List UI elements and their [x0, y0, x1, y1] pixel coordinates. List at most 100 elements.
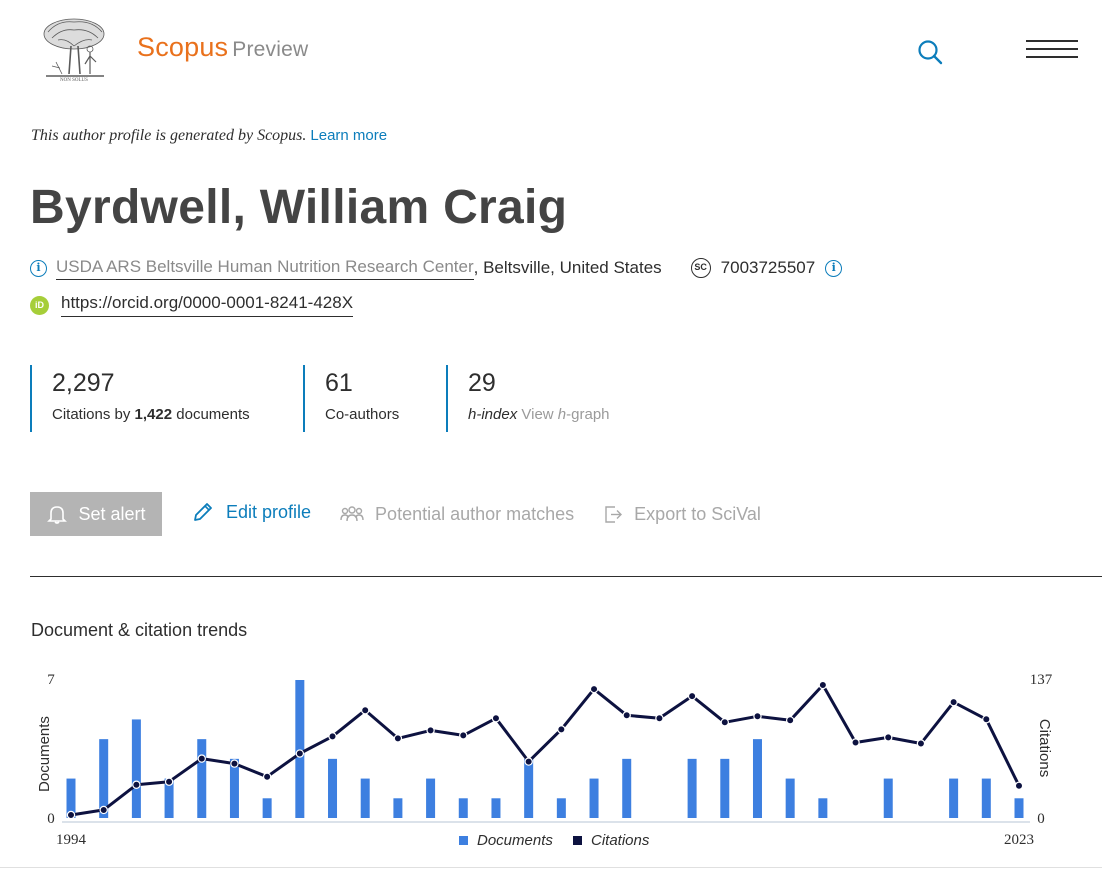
citations-point-2009[interactable]	[557, 725, 566, 734]
info-icon[interactable]: i	[30, 259, 47, 277]
documents-bar-2008[interactable]	[524, 758, 534, 818]
citations-point-1994[interactable]	[66, 810, 76, 820]
citations-point-2010[interactable]	[589, 684, 599, 694]
documents-bar-2011[interactable]	[622, 758, 632, 818]
pencil-icon	[194, 503, 212, 521]
documents-bar-2014[interactable]	[720, 758, 730, 818]
orcid-link[interactable]: https://orcid.org/0000-0001-8241-428X	[61, 293, 354, 317]
citations-point-2002[interactable]	[328, 732, 337, 741]
citations-point-2004[interactable]	[393, 734, 403, 743]
citations-point-2006[interactable]	[459, 731, 468, 740]
citations-point-2005[interactable]	[426, 726, 435, 735]
hamburger-menu-icon	[1026, 40, 1078, 42]
citations-metric[interactable]: 2,297 Citations by 1,422 documents	[30, 365, 303, 432]
documents-bar-1995[interactable]	[99, 739, 109, 818]
documents-bar-2013[interactable]	[687, 758, 697, 818]
affiliation-row: i USDA ARS Beltsville Human Nutrition Re…	[30, 254, 851, 282]
citations-point-1996[interactable]	[132, 780, 141, 789]
citations-legend-label: Citations	[591, 832, 650, 849]
hindex-label: h-index View h-graph	[468, 406, 610, 423]
documents-bar-2019[interactable]	[883, 778, 893, 818]
coauthors-metric[interactable]: 61 Co-authors	[303, 365, 446, 432]
citations-point-2017[interactable]	[818, 680, 828, 690]
citations-point-2001[interactable]	[295, 749, 305, 758]
citations-point-2016[interactable]	[785, 716, 795, 725]
citations-point-2011[interactable]	[622, 711, 631, 720]
set-alert-button[interactable]: Set alert	[30, 492, 162, 536]
documents-bar-1997[interactable]	[164, 778, 174, 818]
export-to-scival-button[interactable]: Export to SciVal	[603, 503, 761, 525]
documents-bar-1996[interactable]	[131, 719, 141, 818]
documents-bar-2010[interactable]	[589, 778, 599, 818]
citations-point-1999[interactable]	[230, 759, 239, 768]
potential-author-matches-button[interactable]: Potential author matches	[340, 504, 574, 525]
orcid-icon: iD	[30, 295, 49, 315]
app-header: NON SOLUS Scopus Preview	[0, 0, 1102, 100]
documents-bar-2017[interactable]	[818, 798, 828, 818]
edit-profile-button[interactable]: Edit profile	[191, 500, 311, 524]
citations-point-2015[interactable]	[753, 712, 762, 721]
citations-point-2007[interactable]	[491, 714, 501, 723]
documents-bar-2003[interactable]	[360, 778, 370, 818]
documents-bar-1998[interactable]	[197, 739, 207, 818]
citations-point-2018[interactable]	[851, 738, 860, 747]
citations-line	[70, 683, 1021, 817]
x-axis-start-label: 1994	[56, 832, 87, 848]
citations-point-2022[interactable]	[982, 715, 991, 724]
coauthors-label: Co-authors	[325, 406, 400, 423]
scopus-brand[interactable]: Scopus Preview	[137, 32, 308, 63]
elsevier-tree-logo[interactable]: NON SOLUS	[38, 16, 110, 82]
citations-point-2021[interactable]	[949, 697, 958, 707]
main-menu-button[interactable]	[1026, 40, 1078, 62]
documents-bar-2015[interactable]	[752, 739, 762, 818]
citations-point-2019[interactable]	[884, 733, 893, 742]
documents-bar-2022[interactable]	[981, 778, 991, 818]
hindex-value: 29	[468, 369, 496, 397]
documents-bar-2016[interactable]	[785, 778, 795, 818]
right-axis-min-label: 0	[1037, 811, 1045, 827]
metrics-panel: 2,297 Citations by 1,422 documents 61 Co…	[30, 365, 646, 432]
documents-bar-2002[interactable]	[328, 758, 338, 818]
learn-more-link[interactable]: Learn more	[310, 127, 388, 144]
scopus-id-info-icon[interactable]: i	[825, 259, 843, 277]
author-matches-label: Potential author matches	[375, 503, 575, 524]
documents-bar-2023[interactable]	[1014, 798, 1024, 818]
author-name: Byrdwell, William Craig	[30, 181, 568, 234]
citations-point-2000[interactable]	[262, 772, 272, 781]
citations-point-1995[interactable]	[99, 805, 108, 815]
view-hgraph-link[interactable]: View h-graph	[521, 406, 610, 423]
scopus-author-id: 7003725507	[720, 258, 816, 277]
affiliation-location: , Beltsville, United States	[473, 258, 662, 277]
notice-text: This author profile is generated by Scop…	[31, 127, 307, 144]
documents-bar-1999[interactable]	[229, 758, 239, 818]
edit-profile-label: Edit profile	[226, 501, 312, 522]
citations-label: Citations by 1,422 documents	[52, 406, 250, 423]
orcid-row: iD https://orcid.org/0000-0001-8241-428X	[30, 293, 354, 317]
documents-bar-2000[interactable]	[262, 798, 272, 818]
documents-bar-2007[interactable]	[491, 798, 501, 818]
x-axis-end-label: 2023	[1004, 832, 1034, 848]
citations-point-2012[interactable]	[655, 714, 664, 723]
section-divider	[30, 576, 1102, 577]
set-alert-label: Set alert	[78, 503, 146, 524]
documents-bar-2006[interactable]	[458, 798, 468, 818]
people-icon	[340, 506, 364, 522]
citations-point-2023[interactable]	[1014, 781, 1024, 790]
citations-point-1998[interactable]	[197, 754, 206, 763]
citing-documents-count: 1,422	[134, 406, 173, 423]
citations-point-2013[interactable]	[687, 691, 697, 701]
documents-bar-2001[interactable]	[295, 680, 305, 818]
profile-actions: Set alert Edit profile Potential author …	[30, 492, 761, 536]
documents-bar-2021[interactable]	[949, 778, 959, 818]
documents-bar-2005[interactable]	[426, 778, 436, 818]
affiliation-link[interactable]: USDA ARS Beltsville Human Nutrition Rese…	[56, 257, 474, 280]
citations-point-1997[interactable]	[164, 777, 174, 786]
citations-point-2014[interactable]	[720, 718, 729, 727]
documents-bar-2004[interactable]	[393, 798, 403, 818]
search-button[interactable]	[916, 38, 944, 66]
documents-bar-1994[interactable]	[66, 778, 76, 818]
citations-point-2020[interactable]	[916, 739, 926, 748]
citations-point-2003[interactable]	[361, 706, 370, 715]
citations-point-2008[interactable]	[524, 757, 533, 766]
documents-bar-2009[interactable]	[556, 798, 566, 818]
